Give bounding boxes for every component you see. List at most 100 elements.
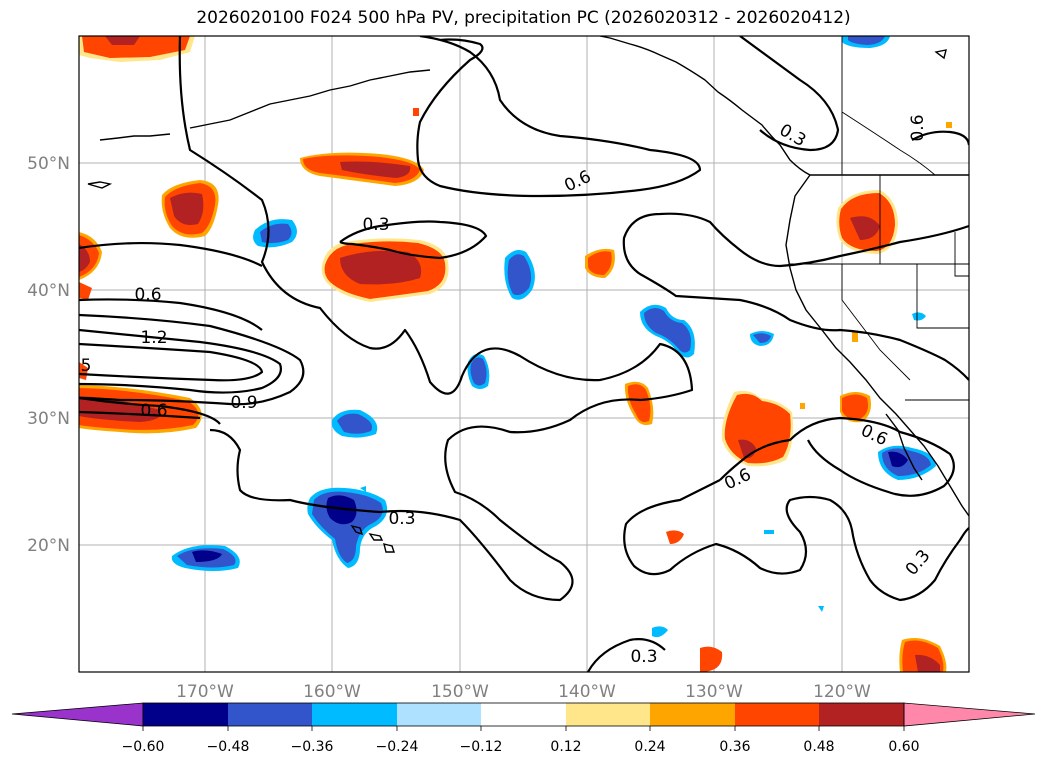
colorbar-ticks bbox=[142, 726, 905, 731]
precip-patch bbox=[507, 254, 532, 296]
pv-contour-line bbox=[911, 130, 969, 146]
colorbar-extend-low bbox=[11, 702, 144, 727]
colorbar-tick-label: 0.60 bbox=[888, 739, 919, 755]
lon-label: 130°W bbox=[685, 682, 743, 702]
precip-patch bbox=[79, 362, 88, 380]
pv-contour-line bbox=[587, 638, 666, 672]
longitude-labels: 170°W 160°W 150°W 140°W 130°W 120°W bbox=[176, 682, 871, 702]
lat-label: 40°N bbox=[27, 281, 70, 301]
precip-positive-patches bbox=[79, 36, 952, 672]
precip-patch bbox=[170, 192, 204, 225]
contour-label: 0.3 bbox=[630, 647, 657, 667]
lat-label: 20°N bbox=[27, 536, 70, 556]
precip-patch bbox=[753, 333, 771, 343]
border-line bbox=[841, 111, 936, 176]
colorbar-frame bbox=[142, 702, 905, 727]
coastline bbox=[87, 36, 969, 553]
precip-patch bbox=[818, 606, 824, 612]
contour-label: 5 bbox=[81, 356, 92, 376]
pv-contour-line bbox=[623, 479, 969, 602]
coastline-path bbox=[934, 49, 947, 60]
precip-patch bbox=[627, 384, 651, 423]
precip-patch bbox=[340, 161, 411, 178]
pv-contour-line bbox=[79, 342, 264, 382]
precip-patch bbox=[79, 244, 90, 272]
pv-contour-line bbox=[79, 313, 305, 406]
precip-patch bbox=[360, 486, 366, 492]
map-area: 0.3 0.6 0.3 0.6 1.2 5 0.9 0.6 0.6 0.6 0.… bbox=[79, 36, 969, 672]
pv-contour-line bbox=[178, 36, 694, 602]
precip-patch bbox=[700, 646, 723, 672]
colorbar-band bbox=[735, 703, 819, 726]
precip-patch bbox=[800, 403, 805, 409]
pv-contour-line bbox=[79, 241, 263, 267]
pv-contour-line bbox=[339, 220, 488, 260]
colorbar-band bbox=[650, 703, 735, 726]
precip-patch bbox=[888, 451, 908, 468]
pv-contour-line bbox=[79, 410, 201, 420]
precip-patch bbox=[82, 36, 190, 58]
border-line bbox=[954, 232, 969, 277]
precip-patch bbox=[105, 36, 140, 45]
precip-patch bbox=[842, 394, 869, 420]
border-line bbox=[841, 264, 911, 381]
contour-label: 0.6 bbox=[908, 114, 928, 141]
colorbar-band bbox=[481, 703, 566, 726]
precip-patch bbox=[470, 357, 487, 386]
contour-label: 0.6 bbox=[140, 401, 167, 421]
coastline-path bbox=[599, 36, 969, 176]
coastline-path bbox=[350, 524, 364, 536]
precip-patch bbox=[852, 332, 858, 342]
colorbar-band bbox=[397, 703, 481, 726]
colorbar-tick-label: 0.12 bbox=[550, 739, 581, 755]
lat-label: 50°N bbox=[27, 154, 70, 174]
border-line bbox=[916, 264, 969, 329]
lat-label: 30°N bbox=[27, 409, 70, 429]
colorbar-band bbox=[819, 703, 904, 726]
map-frame bbox=[78, 35, 970, 673]
coastline-path bbox=[885, 413, 923, 481]
map-background bbox=[79, 36, 969, 672]
coastline-path bbox=[785, 174, 969, 517]
precip-patch bbox=[326, 495, 357, 525]
colorbar-tick-label: −0.24 bbox=[376, 739, 419, 755]
colorbar-band bbox=[312, 703, 397, 726]
precip-patch bbox=[413, 108, 419, 116]
precip-patch bbox=[850, 216, 880, 240]
contour-label: 0.3 bbox=[388, 509, 415, 529]
precip-patch bbox=[652, 626, 668, 638]
lon-label: 170°W bbox=[176, 682, 234, 702]
latitude-labels: 50°N 40°N 30°N 20°N bbox=[27, 154, 70, 556]
pv-contour-line bbox=[416, 36, 702, 198]
precip-patch bbox=[848, 36, 885, 45]
colorbar-band bbox=[566, 703, 650, 726]
colorbar bbox=[11, 702, 1036, 727]
precip-patch bbox=[192, 550, 222, 562]
contour-label: 1.2 bbox=[140, 328, 167, 348]
precip-patch bbox=[915, 654, 940, 672]
precip-patch bbox=[340, 250, 422, 285]
precip-patch bbox=[946, 122, 952, 128]
precip-patch bbox=[764, 530, 774, 534]
precip-patch bbox=[666, 530, 684, 544]
lon-label: 140°W bbox=[558, 682, 616, 702]
pv-contour-line bbox=[739, 36, 840, 152]
coastline-path bbox=[189, 69, 431, 129]
coastline-path bbox=[87, 181, 113, 189]
coastline-path bbox=[368, 532, 384, 541]
pv-contour-line bbox=[79, 396, 221, 425]
precip-patch bbox=[79, 282, 92, 300]
precip-patch bbox=[588, 251, 612, 275]
political-borders bbox=[790, 36, 969, 401]
colorbar-extend-high bbox=[903, 702, 1036, 727]
colorbar-tick-label: 0.48 bbox=[803, 739, 834, 755]
pv-contour-line bbox=[79, 328, 282, 394]
precip-patch bbox=[337, 413, 373, 434]
colorbar-band bbox=[143, 703, 228, 726]
colorbar-tick-label: −0.48 bbox=[207, 739, 250, 755]
colorbar-band bbox=[228, 703, 312, 726]
lon-label: 150°W bbox=[431, 682, 489, 702]
contour-label: 0.6 bbox=[134, 285, 161, 305]
lon-label: 120°W bbox=[813, 682, 871, 702]
colorbar-tick-label: −0.60 bbox=[122, 739, 165, 755]
